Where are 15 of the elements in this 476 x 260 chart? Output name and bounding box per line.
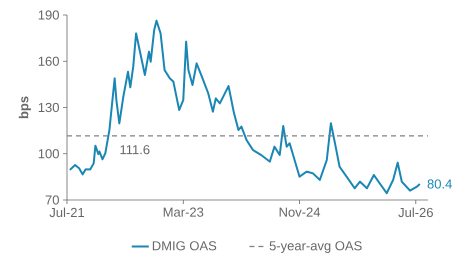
- annotation: 111.6: [120, 145, 150, 154]
- x-tick-label: Jul-21: [50, 208, 84, 218]
- legend-label: DMIG OAS: [152, 241, 216, 250]
- x-tick-label: Mar-23: [164, 208, 204, 217]
- annotation: 80.4: [428, 179, 452, 189]
- y-tick-label: 70: [46, 195, 59, 205]
- line-series: [68, 20, 421, 194]
- y-axis-title: bps: [18, 96, 31, 118]
- y-tick-label: 160: [38, 56, 59, 66]
- y-tick-label: 190: [38, 10, 59, 20]
- y-tick-label: 130: [38, 102, 59, 112]
- y-tick-label: 100: [38, 149, 59, 158]
- x-tick-label: Nov-24: [280, 208, 320, 217]
- x-tick-label: Jul-26: [398, 208, 433, 218]
- legend-label: 5-year-avg OAS: [270, 241, 362, 253]
